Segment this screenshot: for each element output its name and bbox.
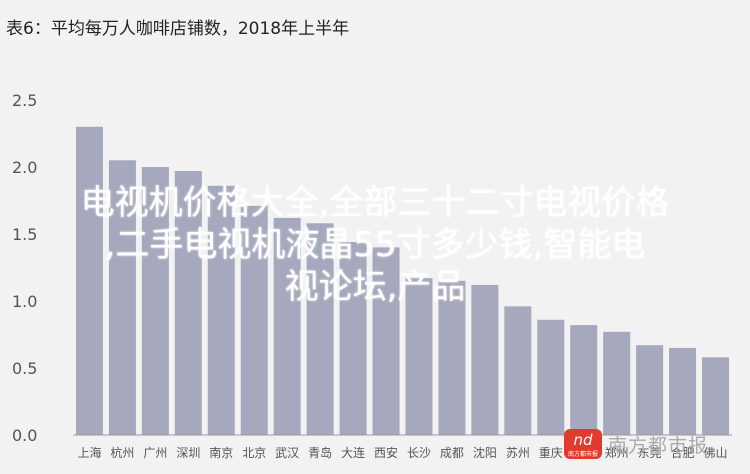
bar-19: [702, 357, 730, 435]
x-tick-label: 青岛: [308, 445, 332, 460]
y-tick-label: 2.0: [12, 158, 37, 177]
x-tick-label: 深圳: [176, 446, 200, 460]
bar-16: [603, 331, 631, 435]
y-tick-label: 1.0: [12, 292, 37, 311]
x-tick-label: 长沙: [407, 446, 431, 460]
x-tick-label: 东莞: [638, 446, 662, 460]
x-tick-label: 大连: [341, 445, 365, 460]
x-tick-label: 成都: [440, 446, 464, 460]
bar-5: [240, 205, 268, 435]
bar-12: [471, 284, 499, 435]
watermark-text: 南方都市报: [608, 435, 709, 457]
bar-18: [669, 347, 697, 435]
watermark-logo-sub: 南方都市报: [567, 451, 598, 458]
x-tick-label: 北京: [242, 446, 266, 460]
watermark-logo: nd: [564, 429, 602, 459]
x-tick-label: 武汉: [275, 446, 299, 460]
bar-0: [75, 126, 103, 436]
y-tick-label: 1.5: [12, 225, 37, 244]
y-tick-label: 0.0: [12, 426, 37, 445]
bars: [75, 126, 730, 436]
bar-14: [537, 319, 565, 435]
bar-8: [339, 242, 367, 435]
bar-2: [141, 167, 169, 435]
bar-17: [636, 345, 664, 435]
y-axis: 0.0 0.5 1.0 1.5 2.0 2.5: [12, 91, 37, 445]
bar-7: [306, 223, 334, 435]
x-tick-label: 南京: [209, 445, 233, 460]
chart-title: 表6：平均每万人咖啡店铺数，2018年上半年: [6, 19, 350, 39]
bar-4: [207, 185, 235, 435]
x-tick-label: 佛山: [704, 446, 728, 460]
bar-10: [405, 278, 433, 435]
bar-6: [273, 217, 301, 435]
x-axis: 上海杭州广州深圳南京北京武汉青岛大连西安长沙成都沈阳苏州重庆天津郑州东莞合肥佛山: [77, 445, 727, 460]
bar-15: [570, 325, 598, 435]
x-tick-label: 重庆: [539, 446, 563, 460]
x-tick-label: 沈阳: [473, 445, 497, 460]
y-tick-label: 0.5: [12, 359, 37, 378]
x-tick-label: 合肥: [671, 445, 695, 460]
bar-1: [108, 160, 136, 436]
watermark: nd 南方都市报 南方都市报: [564, 427, 750, 467]
y-tick-label: 2.5: [12, 91, 37, 110]
bar-13: [504, 306, 532, 435]
x-tick-label: 上海: [77, 445, 101, 460]
x-tick-label: 杭州: [110, 445, 134, 460]
x-tick-label: 苏州: [506, 446, 530, 460]
x-tick-label: 广州: [143, 446, 167, 460]
bar-11: [438, 280, 466, 435]
bar-9: [372, 247, 400, 435]
x-tick-label: 郑州: [605, 445, 629, 460]
bar-3: [174, 171, 202, 435]
x-tick-label: 西安: [374, 445, 398, 460]
